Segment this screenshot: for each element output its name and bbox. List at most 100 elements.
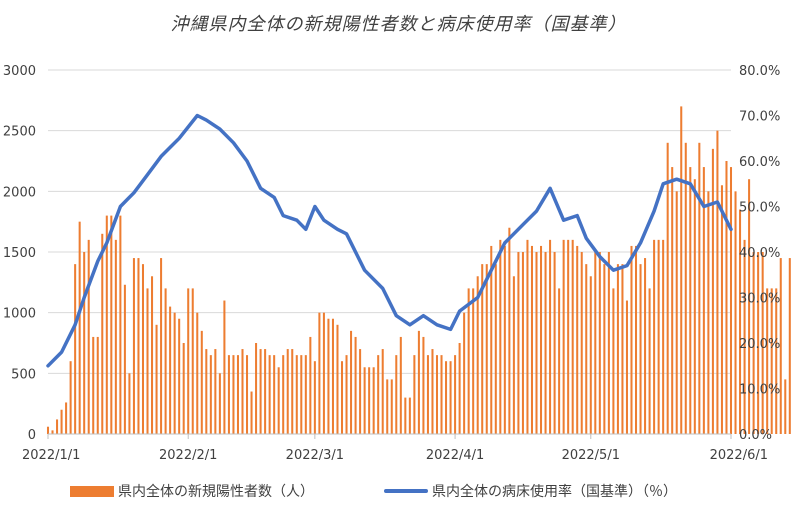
bar [110,215,113,434]
bar [395,355,398,434]
y-left-tick-label: 1000 [3,307,36,322]
y-right-tick-label: 0.0% [739,428,772,443]
bar [404,397,407,434]
bar [698,142,701,435]
bar [340,361,344,434]
legend-bar-swatch [70,485,114,497]
bar [426,355,429,434]
bar [634,245,638,434]
bar [417,330,420,434]
bar [56,419,59,434]
bar [141,264,145,434]
bar [155,324,158,434]
bar [503,245,506,434]
bar [92,336,95,434]
bar [463,312,466,434]
bar [671,167,674,435]
bar [359,349,362,434]
bar [69,361,72,434]
bar [227,355,230,434]
bar [209,355,212,434]
bar [214,349,217,434]
y-right-tick-label: 80.0% [739,64,780,79]
bar [680,106,683,435]
bar [372,367,375,434]
y-right-tick-label: 20.0% [739,337,780,352]
x-tick-label: 2022/1/1 [22,448,80,463]
bar [187,288,190,434]
y-left-tick-label: 2500 [3,125,36,140]
y-left-tick-label: 3000 [3,64,36,79]
bar [78,221,81,434]
bar [571,239,574,434]
bar [711,148,714,434]
bar [449,361,452,434]
bar [616,264,619,434]
x-tick-label: 2022/2/1 [159,448,217,463]
bar [128,373,131,434]
bar [607,252,610,434]
bar [255,343,258,434]
bar [748,179,751,434]
bar [164,288,167,434]
bar-series [46,106,791,435]
x-tick-label: 2022/6/1 [710,448,768,463]
bar [173,312,176,434]
bar [327,318,330,434]
bar [259,349,262,434]
bar [666,142,669,435]
bar [178,318,181,434]
bar [743,239,746,434]
bar [331,318,334,434]
bar [83,252,86,434]
bar [399,336,402,434]
bar [322,312,325,434]
bar [363,367,366,434]
bar [752,252,755,434]
bar [277,367,280,434]
line-series [46,113,733,368]
bar [454,355,457,434]
bar [675,191,678,434]
bar [390,379,393,434]
bar [739,209,742,434]
bar [657,239,660,434]
bar [702,167,705,435]
bar [720,185,723,434]
bar [345,355,348,434]
y-right-tick-label: 50.0% [739,201,780,216]
bar [625,300,628,434]
bar [761,252,764,434]
bar [196,312,199,434]
y-right-tick-label: 70.0% [739,110,780,125]
bar [336,324,339,434]
bar [784,379,787,434]
bar [644,258,647,434]
bar [350,330,353,434]
bar [494,264,497,434]
bar [612,288,615,434]
bar [137,258,140,434]
bar [603,264,606,434]
bar [716,130,719,434]
bar [295,355,298,434]
left-axis-labels: 0 500 1000 1500 2000 2500 3000 [3,64,36,443]
bar [386,379,389,434]
legend-item-bar: 県内全体の新規陽性者数（人） [70,481,314,501]
bar [639,264,642,434]
bar [377,355,380,434]
bar [87,239,90,434]
bar [65,402,68,434]
bar [725,161,728,434]
bar [435,355,439,434]
bar [105,215,108,434]
bar [354,336,357,434]
bar [408,397,411,434]
bar [431,349,434,434]
bar [250,391,253,434]
bar [499,239,502,434]
bar [662,239,665,434]
bar [458,343,461,434]
bar [734,191,737,434]
